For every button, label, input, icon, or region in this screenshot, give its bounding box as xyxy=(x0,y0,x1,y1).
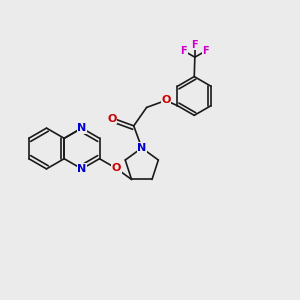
Text: F: F xyxy=(191,40,198,50)
Text: F: F xyxy=(181,46,187,56)
Text: O: O xyxy=(107,113,117,124)
Text: O: O xyxy=(112,164,121,173)
Text: N: N xyxy=(137,143,146,153)
Text: N: N xyxy=(77,123,86,133)
Text: F: F xyxy=(202,46,209,56)
Text: O: O xyxy=(161,95,170,106)
Text: N: N xyxy=(77,164,86,174)
